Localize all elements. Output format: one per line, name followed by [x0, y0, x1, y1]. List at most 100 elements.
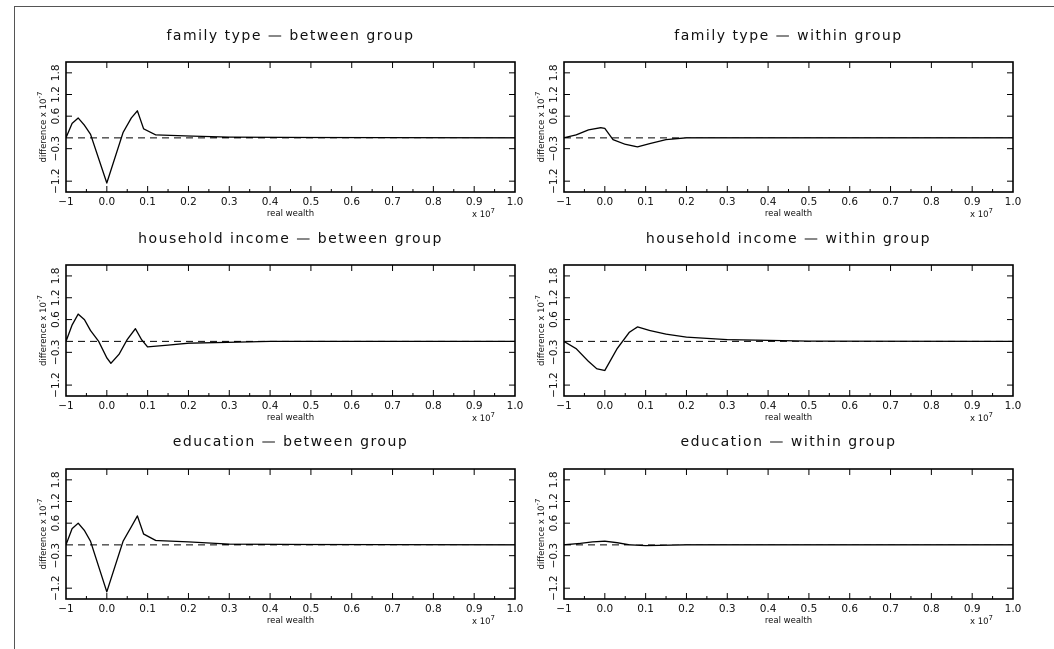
x-tick-label: 0.9	[466, 196, 483, 208]
panel-title: education — within group	[681, 434, 897, 450]
x-tick-label: 1.0	[507, 400, 524, 412]
x-tick-label: 0.3	[719, 400, 736, 412]
y-tick-label: −0.3	[548, 543, 560, 569]
x-tick-label: 0.5	[801, 603, 818, 615]
x-tick-label: 0.8	[425, 400, 442, 412]
panel-title: household income — between group	[138, 231, 443, 247]
y-tick-label: −1.2	[548, 372, 560, 398]
y-tick-label: 1.8	[548, 268, 560, 285]
x-tick-label: 0.7	[882, 400, 899, 412]
plot-box	[563, 61, 1014, 193]
panel-5: education — within group −1 0.0 0.1 0.2 0.3 0.…	[534, 434, 1021, 627]
panel-2: household income — between group −1 0.0 0.1…	[36, 231, 523, 424]
x-tick-label: 0.7	[384, 400, 401, 412]
x-exponent-power: 7	[491, 614, 495, 622]
y-tick-label: 0.6	[548, 311, 560, 328]
x-tick-label: 0.1	[139, 603, 156, 615]
y-tick-label: 1.8	[50, 64, 62, 81]
y-tick-label: −1.2	[548, 575, 560, 601]
x-tick-label: 0.2	[678, 603, 695, 615]
x-exponent-text: x 10	[970, 210, 989, 220]
x-exponent-power: 7	[491, 207, 495, 215]
panel-title: family type — between group	[167, 28, 415, 44]
x-tick-label: 0.7	[384, 603, 401, 615]
y-tick-label: 1.2	[50, 493, 62, 510]
x-exponent-power: 7	[989, 411, 993, 419]
x-tick-label: 0.1	[637, 603, 654, 615]
x-tick-label: 0.0	[98, 196, 115, 208]
y-tick-label: −0.3	[50, 543, 62, 569]
x-tick-label: 0.6	[841, 603, 858, 615]
x-tick-label: 0.6	[343, 400, 360, 412]
x-tick-label: 0.9	[466, 603, 483, 615]
y-tick-label: 1.2	[548, 493, 560, 510]
x-tick-label: −1	[556, 196, 571, 208]
y-tick-label: −0.3	[548, 136, 560, 162]
y-tick-label: −1.2	[548, 168, 560, 194]
x-tick-label: 0.7	[384, 196, 401, 208]
panel-4: education — between group −1 0.0 0.1 0.2 0.3 0…	[36, 434, 523, 627]
y-tick-label: 0.6	[50, 108, 62, 125]
x-exponent-note: x 107	[472, 614, 495, 627]
x-tick-label: 0.0	[596, 400, 613, 412]
x-tick-label: 0.1	[139, 196, 156, 208]
y-tick-label: 0.6	[50, 311, 62, 328]
y-tick-label: 0.6	[50, 515, 62, 532]
x-axis-label: real wealth	[765, 413, 812, 423]
series-line	[563, 326, 1014, 372]
y-axis-label: difference x 10-7	[36, 295, 49, 366]
x-tick-label: 0.7	[882, 603, 899, 615]
panel-title: education — between group	[173, 434, 409, 450]
x-exponent-text: x 10	[970, 414, 989, 424]
x-tick-label: 0.2	[678, 196, 695, 208]
x-tick-label: 0.5	[801, 400, 818, 412]
y-tick-label: −0.3	[50, 136, 62, 162]
x-tick-label: 0.9	[964, 196, 981, 208]
x-tick-label: 1.0	[1005, 603, 1022, 615]
x-exponent-note: x 107	[970, 207, 993, 220]
y-tick-label: 1.8	[50, 268, 62, 285]
x-tick-label: 0.6	[343, 196, 360, 208]
x-tick-label: 0.8	[923, 400, 940, 412]
y-axis-label: difference x 10-7	[36, 499, 49, 570]
series-line	[65, 110, 516, 184]
x-tick-label: 0.9	[964, 603, 981, 615]
series-line	[65, 313, 515, 364]
panel-title: family type — within group	[674, 28, 902, 44]
x-axis-label: real wealth	[765, 616, 812, 626]
panel-3: household income — within group −1 0.0 0.1 0…	[534, 231, 1021, 424]
x-tick-label: 0.5	[303, 603, 320, 615]
y-axis-label-text: difference x 10	[39, 302, 49, 366]
y-tick-label: −1.2	[50, 575, 62, 601]
x-exponent-note: x 107	[970, 614, 993, 627]
y-tick-label: 1.2	[548, 86, 560, 103]
x-exponent-power: 7	[989, 614, 993, 622]
panel-1: family type — within group −1 0.0 0.1 0.2 0.3…	[534, 28, 1021, 220]
x-tick-label: −1	[556, 400, 571, 412]
x-tick-label: 0.0	[596, 196, 613, 208]
x-tick-label: 1.0	[507, 603, 524, 615]
figure-frame	[14, 6, 1054, 649]
plot-box	[65, 468, 516, 600]
x-axis-label: real wealth	[267, 209, 314, 219]
x-tick-label: 0.5	[801, 196, 818, 208]
y-axis-label-text: difference x 10	[537, 99, 547, 163]
y-tick-label: −0.3	[548, 340, 560, 366]
y-tick-label: 1.8	[548, 471, 560, 488]
x-tick-label: 0.3	[221, 400, 238, 412]
x-exponent-text: x 10	[472, 210, 491, 220]
x-tick-label: 1.0	[507, 196, 524, 208]
y-tick-label: 0.6	[548, 515, 560, 532]
x-tick-label: −1	[58, 196, 73, 208]
y-axis-label-power: -7	[36, 92, 44, 99]
x-axis-label: real wealth	[765, 209, 812, 219]
y-tick-label: −0.3	[50, 340, 62, 366]
y-axis-label: difference x 10-7	[534, 92, 547, 163]
series-line	[65, 515, 516, 593]
y-axis-label-text: difference x 10	[39, 506, 49, 570]
x-tick-label: −1	[58, 400, 73, 412]
x-exponent-note: x 107	[472, 207, 495, 220]
y-tick-label: −1.2	[50, 372, 62, 398]
y-axis-label-text: difference x 10	[537, 506, 547, 570]
